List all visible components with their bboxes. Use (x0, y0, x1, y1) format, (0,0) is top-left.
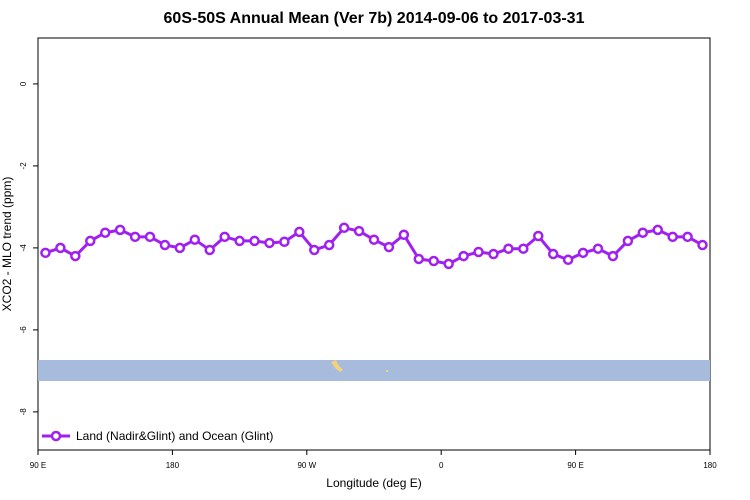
y-tick-label: -8 (19, 408, 28, 416)
x-tick-label: 90 E (30, 461, 46, 470)
data-point (368, 234, 380, 245)
data-point (219, 231, 230, 243)
legend-label: Land (Nadir&Glint) and Ocean (Glint) (76, 429, 273, 443)
x-tick-label: 90 E (567, 461, 583, 470)
map-strip (38, 360, 710, 381)
data-point (144, 231, 156, 243)
chart-title: 60S-50S Annual Mean (Ver 7b) 2014-09-06 … (164, 10, 585, 27)
data-point (488, 248, 499, 260)
land-patch (331, 360, 343, 372)
data-point (697, 239, 708, 251)
data-point (458, 250, 469, 262)
data-point (577, 247, 589, 259)
data-point (249, 235, 260, 247)
data-point (264, 237, 275, 249)
data-point (309, 244, 320, 256)
data-point (189, 234, 201, 245)
data-point (279, 236, 290, 247)
data-point (503, 243, 514, 254)
data-point (533, 230, 544, 242)
data-point (294, 226, 305, 238)
data-point (682, 231, 693, 243)
data-point (637, 227, 649, 238)
y-tick-label: -6 (19, 326, 28, 334)
land-patch (386, 370, 388, 372)
data-point (159, 239, 171, 251)
data-point (547, 248, 559, 260)
data-point (174, 242, 186, 254)
y-axis-label: XCO2 - MLO trend (ppm) (0, 177, 14, 312)
data-point (622, 235, 634, 247)
data-point (443, 258, 454, 270)
data-point (383, 241, 395, 253)
data-point (55, 242, 66, 254)
series-line (44, 226, 704, 266)
data-point (592, 243, 604, 254)
x-axis-label: Longitude (deg E) (326, 476, 421, 490)
data-point (338, 222, 350, 234)
x-tick-label: 90 W (297, 461, 316, 470)
data-point (428, 255, 439, 267)
x-tick-label: 180 (703, 461, 717, 470)
x-tick-label: 180 (166, 461, 180, 470)
y-tick-label: 0 (19, 81, 28, 86)
data-point (353, 225, 365, 237)
data-point (204, 244, 215, 256)
data-point (99, 227, 111, 238)
legend-marker (50, 430, 62, 442)
data-point (667, 231, 678, 243)
y-tick-label: -2 (19, 162, 28, 170)
y-tick-label: -4 (19, 244, 28, 252)
data-point (398, 229, 410, 241)
data-point (129, 231, 141, 243)
data-point (40, 247, 51, 259)
data-point (323, 239, 335, 251)
data-point (518, 243, 529, 254)
data-point (473, 246, 484, 258)
plot-frame (37, 37, 711, 451)
data-point (562, 254, 574, 266)
data-point (114, 224, 126, 236)
data-point (70, 250, 81, 262)
x-tick-label: 0 (439, 461, 444, 470)
data-point (607, 250, 619, 262)
data-point (234, 235, 245, 247)
data-point (413, 253, 425, 265)
legend: Land (Nadir&Glint) and Ocean (Glint) (42, 429, 273, 443)
data-point (85, 235, 96, 247)
data-point (652, 224, 663, 236)
